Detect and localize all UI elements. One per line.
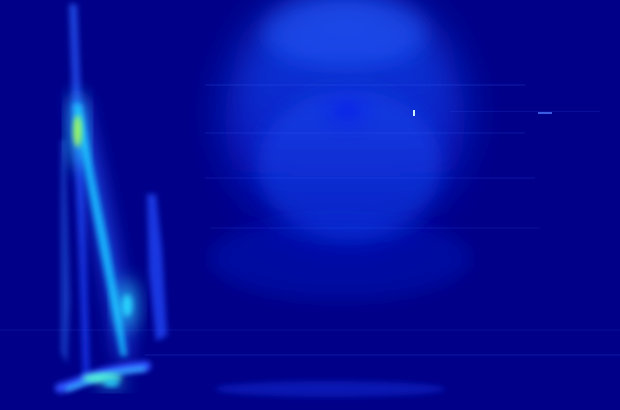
broad-plume-upper: [263, 0, 427, 68]
horizontal-noise-layer: [0, 84, 620, 356]
artifact-mark: [538, 112, 552, 114]
peak-mark-core: [335, 101, 360, 120]
peak-mark: [69, 93, 86, 170]
noise-band: [450, 111, 600, 112]
peak-mark-core: [122, 294, 133, 317]
left-structure-layer: [55, 4, 167, 393]
peak-mark-core: [103, 380, 120, 387]
broad-plume-tail: [210, 216, 470, 300]
left-outer-trace: [61, 140, 70, 364]
base-curve-shadow: [55, 361, 151, 393]
noise-band: [0, 329, 620, 331]
noise-band: [205, 132, 525, 134]
noise-band: [210, 227, 540, 229]
peak-mark: [321, 92, 374, 129]
secondary-streak: [147, 194, 167, 341]
noise-band: [205, 84, 525, 86]
noise-band: [205, 177, 535, 179]
peak-marks-layer: [69, 92, 374, 389]
peak-mark-core: [73, 115, 82, 148]
peak-mark: [97, 378, 126, 389]
artifact-mark: [413, 110, 415, 116]
broad-plume-core: [258, 90, 442, 240]
primary-streak-core: [73, 104, 127, 356]
peak-mark: [117, 279, 138, 332]
noise-band: [145, 354, 620, 356]
small-artifacts-layer: [413, 110, 552, 116]
bottom-band-glow: [215, 381, 445, 397]
